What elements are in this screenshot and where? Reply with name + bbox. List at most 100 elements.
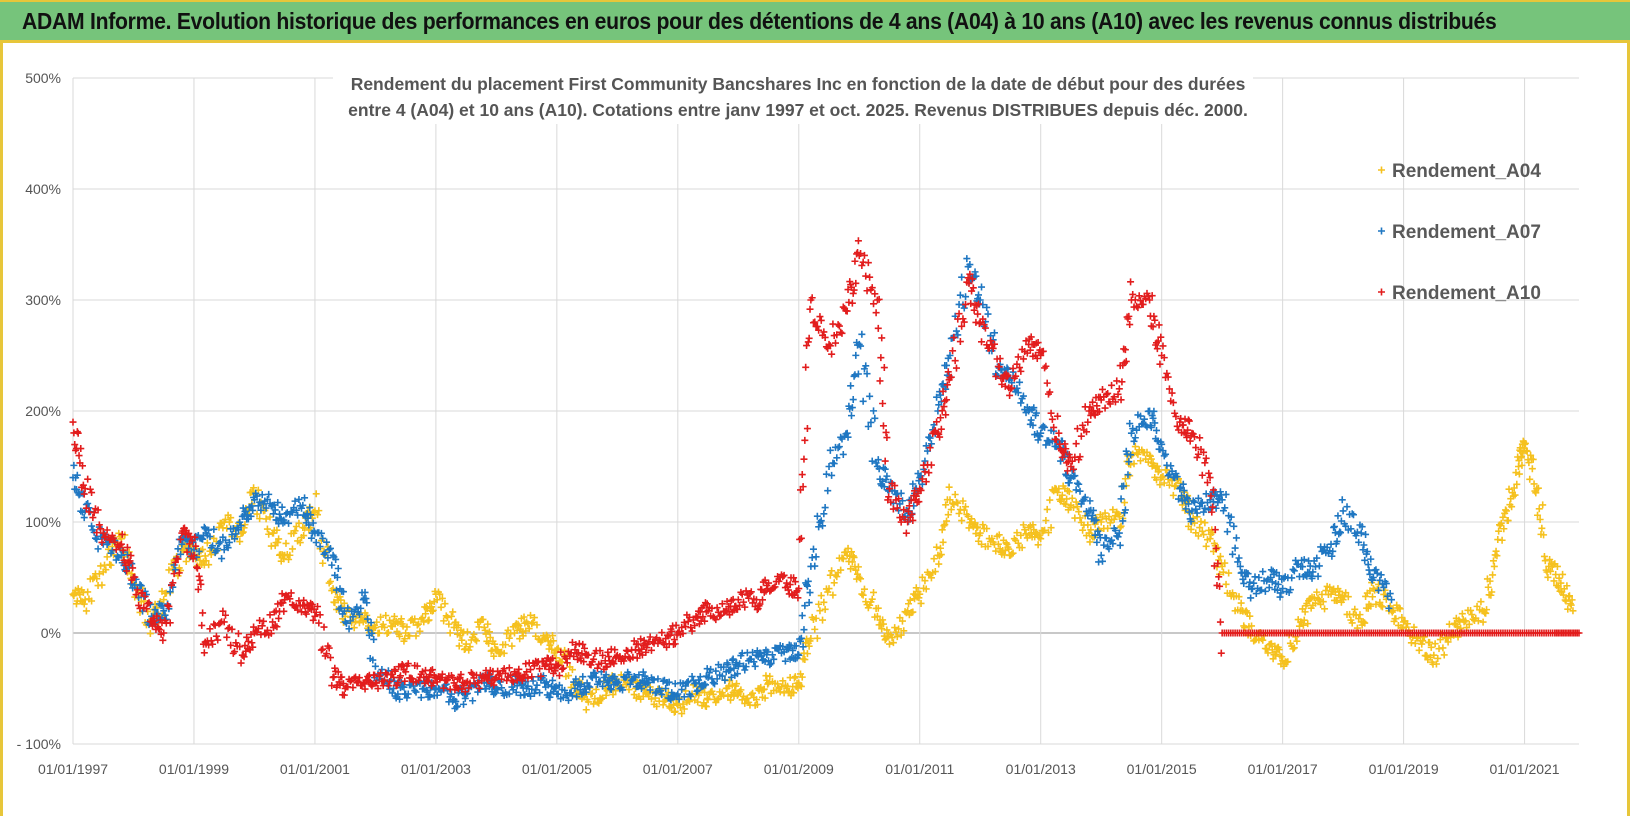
point-a10 (133, 586, 141, 594)
point-a07 (572, 675, 580, 683)
point-a04 (889, 639, 897, 647)
point-a10 (981, 324, 989, 332)
point-a10 (915, 498, 923, 506)
point-a07 (1276, 593, 1284, 601)
point-a07 (797, 634, 805, 642)
point-a10 (84, 475, 92, 483)
point-a10 (951, 357, 959, 365)
point-a07 (587, 672, 595, 680)
point-a07 (1188, 507, 1196, 515)
point-a07 (800, 626, 808, 634)
point-a10 (524, 674, 532, 682)
point-a07 (400, 683, 408, 691)
point-a10 (1149, 323, 1157, 331)
point-a04 (1101, 509, 1109, 517)
point-a04 (671, 707, 679, 715)
point-a10 (679, 630, 687, 638)
point-a04 (409, 618, 417, 626)
point-a07 (1369, 574, 1377, 581)
point-a04 (363, 611, 371, 619)
point-a04 (88, 597, 96, 605)
point-a04 (1513, 480, 1521, 488)
point-a07 (657, 687, 665, 695)
point-a10 (1064, 467, 1071, 475)
point-a04 (612, 687, 620, 695)
point-a04 (724, 692, 732, 700)
point-a10 (126, 557, 134, 565)
point-a10 (456, 674, 464, 682)
point-a07 (1086, 497, 1094, 505)
point-a04 (897, 631, 905, 639)
point-a04 (679, 700, 687, 708)
point-a10 (843, 307, 851, 315)
point-a10 (174, 555, 182, 563)
point-a07 (1230, 522, 1238, 530)
point-a04 (533, 621, 541, 629)
point-a04 (282, 539, 290, 547)
point-a10 (248, 639, 256, 647)
point-a07 (1269, 567, 1277, 575)
point-a04 (978, 540, 986, 548)
point-a10 (712, 616, 720, 624)
point-a07 (897, 489, 905, 497)
point-a04 (916, 590, 924, 598)
point-a07 (806, 589, 814, 597)
point-a10 (834, 321, 842, 329)
point-a07 (1330, 523, 1338, 531)
point-a04 (933, 543, 941, 551)
point-a10 (802, 363, 810, 371)
point-a10 (316, 611, 324, 619)
point-a07 (883, 472, 891, 480)
point-a10 (900, 506, 908, 514)
point-a04 (1372, 600, 1380, 608)
point-a07 (565, 696, 573, 704)
point-a10 (835, 322, 843, 330)
point-a10 (247, 631, 255, 639)
point-a04 (95, 570, 103, 578)
point-a10 (980, 321, 988, 329)
point-a07 (966, 261, 974, 269)
point-a10 (1184, 416, 1192, 424)
point-a04 (927, 574, 935, 582)
point-a07 (1178, 492, 1186, 500)
point-a07 (1147, 423, 1155, 431)
point-a04 (803, 650, 811, 658)
point-a07 (160, 607, 168, 615)
point-a07 (824, 487, 832, 495)
point-a04 (479, 615, 487, 623)
point-a04 (1512, 469, 1520, 477)
point-a04 (1300, 616, 1308, 624)
point-a10 (1214, 559, 1222, 567)
point-a10 (311, 612, 319, 620)
point-a04 (930, 555, 938, 563)
point-a07 (269, 510, 277, 518)
point-a10 (563, 659, 571, 667)
point-a10 (216, 619, 224, 627)
point-a04 (951, 490, 959, 498)
point-a04 (1222, 580, 1230, 588)
point-a04 (454, 621, 462, 629)
point-a10 (596, 647, 604, 655)
point-a07 (1268, 578, 1276, 586)
point-a04 (1376, 598, 1384, 606)
point-a10 (428, 666, 436, 674)
point-a07 (1180, 487, 1188, 495)
point-a04 (326, 578, 334, 586)
point-a04 (830, 579, 838, 587)
point-a10 (858, 261, 866, 269)
point-a07 (803, 582, 811, 590)
point-a04 (1495, 527, 1503, 535)
point-a04 (505, 634, 513, 642)
point-a04 (945, 483, 953, 491)
legend-label-a10: Rendement_A10 (1392, 283, 1541, 304)
point-a10 (599, 651, 607, 659)
point-a10 (1062, 445, 1070, 453)
point-a04 (868, 595, 876, 603)
point-a07 (828, 471, 836, 479)
point-a04 (893, 633, 901, 641)
point-a10 (643, 644, 651, 652)
point-a04 (1518, 452, 1526, 460)
point-a10 (1133, 302, 1141, 310)
point-a04 (937, 551, 945, 559)
point-a10 (966, 270, 974, 278)
